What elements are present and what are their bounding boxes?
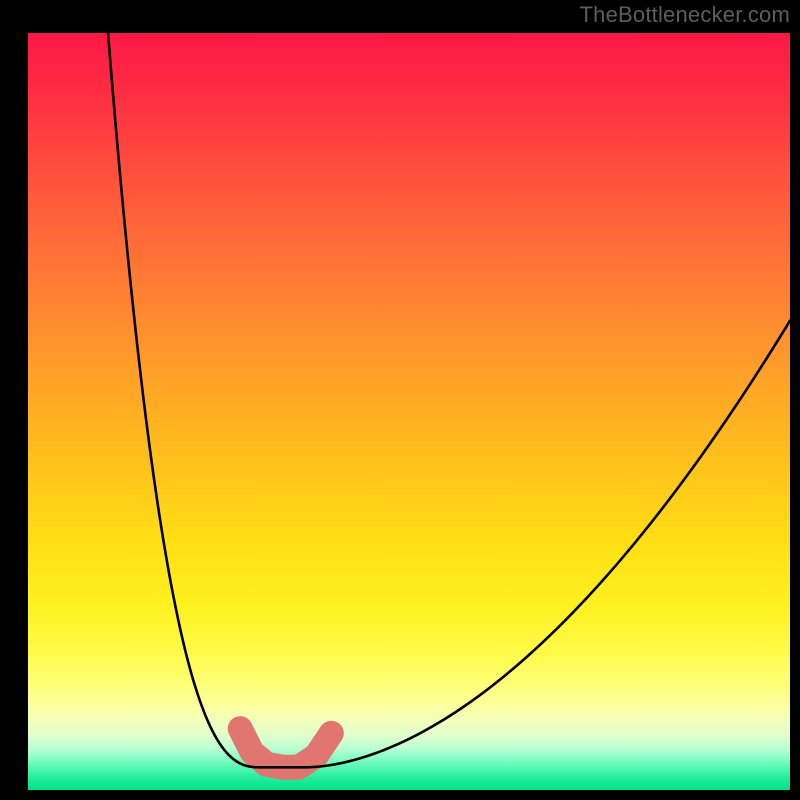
plot-area [28,33,790,790]
watermark-text: TheBottlenecker.com [580,2,790,28]
bottleneck-curve [108,33,790,767]
curve-overlay [28,33,790,790]
bottleneck-band [240,729,331,768]
